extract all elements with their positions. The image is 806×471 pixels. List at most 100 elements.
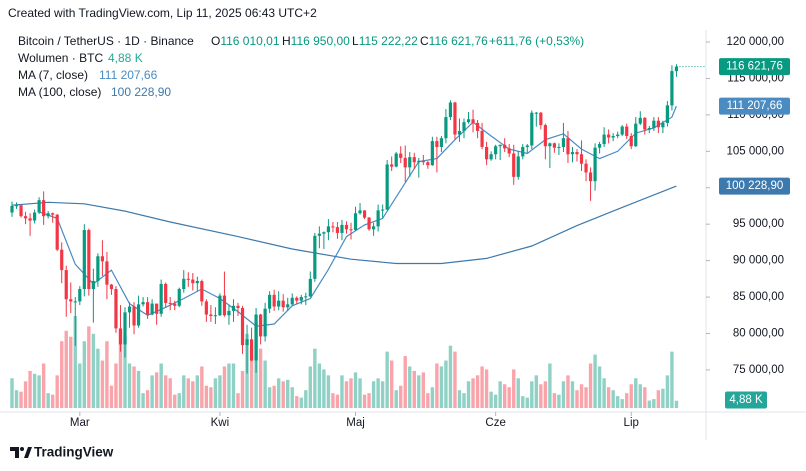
candle-body	[141, 302, 145, 305]
volume-bar	[322, 369, 326, 408]
volume-bar	[602, 378, 606, 408]
y-tick-label: 90 000,00	[733, 255, 784, 267]
candle-body	[326, 226, 330, 233]
volume-bar	[313, 348, 317, 408]
candle-body	[539, 112, 543, 126]
candle-body	[304, 296, 308, 298]
candle-body	[290, 297, 294, 305]
volume-bar	[276, 378, 281, 408]
volume-bar	[10, 378, 14, 408]
volume-bar	[96, 348, 100, 408]
candle-body	[132, 306, 136, 326]
candle-body	[616, 134, 620, 137]
ohlc-key: O	[211, 34, 220, 48]
candle-body	[335, 227, 340, 233]
created-with: Created with TradingView.com, Lip 11, 20…	[8, 6, 317, 20]
candle-body	[625, 126, 629, 137]
volume-bar	[629, 384, 633, 408]
volume-bar	[634, 378, 638, 408]
candle-body	[272, 294, 276, 307]
ma-value: 111 207,66	[99, 68, 158, 82]
candle-body	[37, 200, 41, 213]
legend-ma100: MA (100, close) 100 228,90	[18, 85, 171, 99]
candle-body	[647, 128, 651, 130]
candle-body	[82, 230, 86, 290]
ohlc-key: C	[420, 34, 429, 48]
volume-bar	[100, 360, 105, 408]
logo	[10, 447, 32, 458]
volume-bar	[109, 385, 114, 408]
logo-slash	[24, 447, 32, 458]
candle-body	[299, 297, 303, 301]
volume-bar	[69, 336, 73, 408]
volume-bar	[136, 370, 141, 408]
volume-bar	[543, 381, 548, 408]
candle-body	[403, 157, 407, 168]
volume-bar	[295, 396, 299, 408]
volume-bar	[674, 400, 679, 408]
candle-body	[417, 160, 421, 163]
symbol: Bitcoin / TetherUS · 1D · Binance	[18, 34, 194, 48]
candle-body	[485, 146, 489, 160]
ma-value: 100 228,90	[111, 85, 171, 99]
volume-bar	[625, 393, 629, 408]
ohlc-key: H	[282, 34, 291, 48]
candle-body	[118, 328, 123, 345]
candle-body	[498, 144, 502, 147]
volume-bar	[105, 341, 109, 408]
volume-bar	[263, 360, 267, 408]
y-tick-label: 75 000,00	[733, 364, 784, 376]
volume-bar	[28, 370, 32, 408]
candle-body	[584, 163, 588, 173]
candle-body	[421, 160, 425, 163]
volume-bar	[362, 394, 367, 408]
candle-body	[277, 300, 281, 307]
volume-bar	[484, 369, 489, 408]
ohlc-value: 116 950,00	[291, 34, 350, 48]
volume-bar	[376, 378, 380, 408]
volume-bar	[60, 341, 64, 408]
volume-bar	[597, 366, 602, 408]
x-tick-label: Mar	[70, 417, 90, 429]
volume-bar	[344, 381, 349, 408]
candle-body	[195, 281, 199, 284]
volume-bar	[516, 378, 520, 408]
volume-bar	[647, 400, 652, 408]
candle-body	[611, 136, 615, 138]
candle-body	[385, 164, 389, 210]
ohlc-value: 116 010,01	[220, 34, 279, 48]
ohlc-key: L	[352, 34, 359, 48]
candle-body	[10, 205, 14, 213]
candle-body	[14, 205, 19, 207]
candle-body	[381, 209, 385, 211]
volume-bar	[37, 375, 41, 408]
volume-bar	[222, 366, 227, 408]
volume-bar	[182, 375, 186, 408]
volume-bar	[249, 345, 254, 408]
volume-bar	[213, 378, 218, 408]
candle-body	[656, 120, 660, 128]
candle-body	[322, 232, 326, 234]
candle-body	[466, 119, 471, 123]
volume-bar	[408, 366, 412, 408]
y-tick-label: 105 000,00	[726, 145, 784, 157]
ma-badge-box	[719, 97, 790, 115]
candle-body	[150, 303, 154, 315]
volume-bar	[168, 378, 172, 408]
volume-bar	[114, 363, 118, 408]
volume-bar	[200, 366, 204, 408]
candle-body	[173, 303, 177, 306]
candle-body	[588, 172, 593, 182]
candle-body	[543, 125, 547, 147]
candle-body	[114, 289, 118, 329]
candle-body	[87, 230, 91, 290]
candle-body	[222, 295, 227, 316]
volume-bar	[475, 375, 480, 408]
candle-body	[308, 278, 312, 297]
volume-bar	[19, 391, 23, 408]
candle-body	[100, 256, 104, 262]
y-tick-label: 80 000,00	[733, 328, 784, 340]
volume-bar	[439, 366, 444, 408]
volume-bar	[123, 336, 127, 408]
candle-body	[471, 119, 475, 123]
